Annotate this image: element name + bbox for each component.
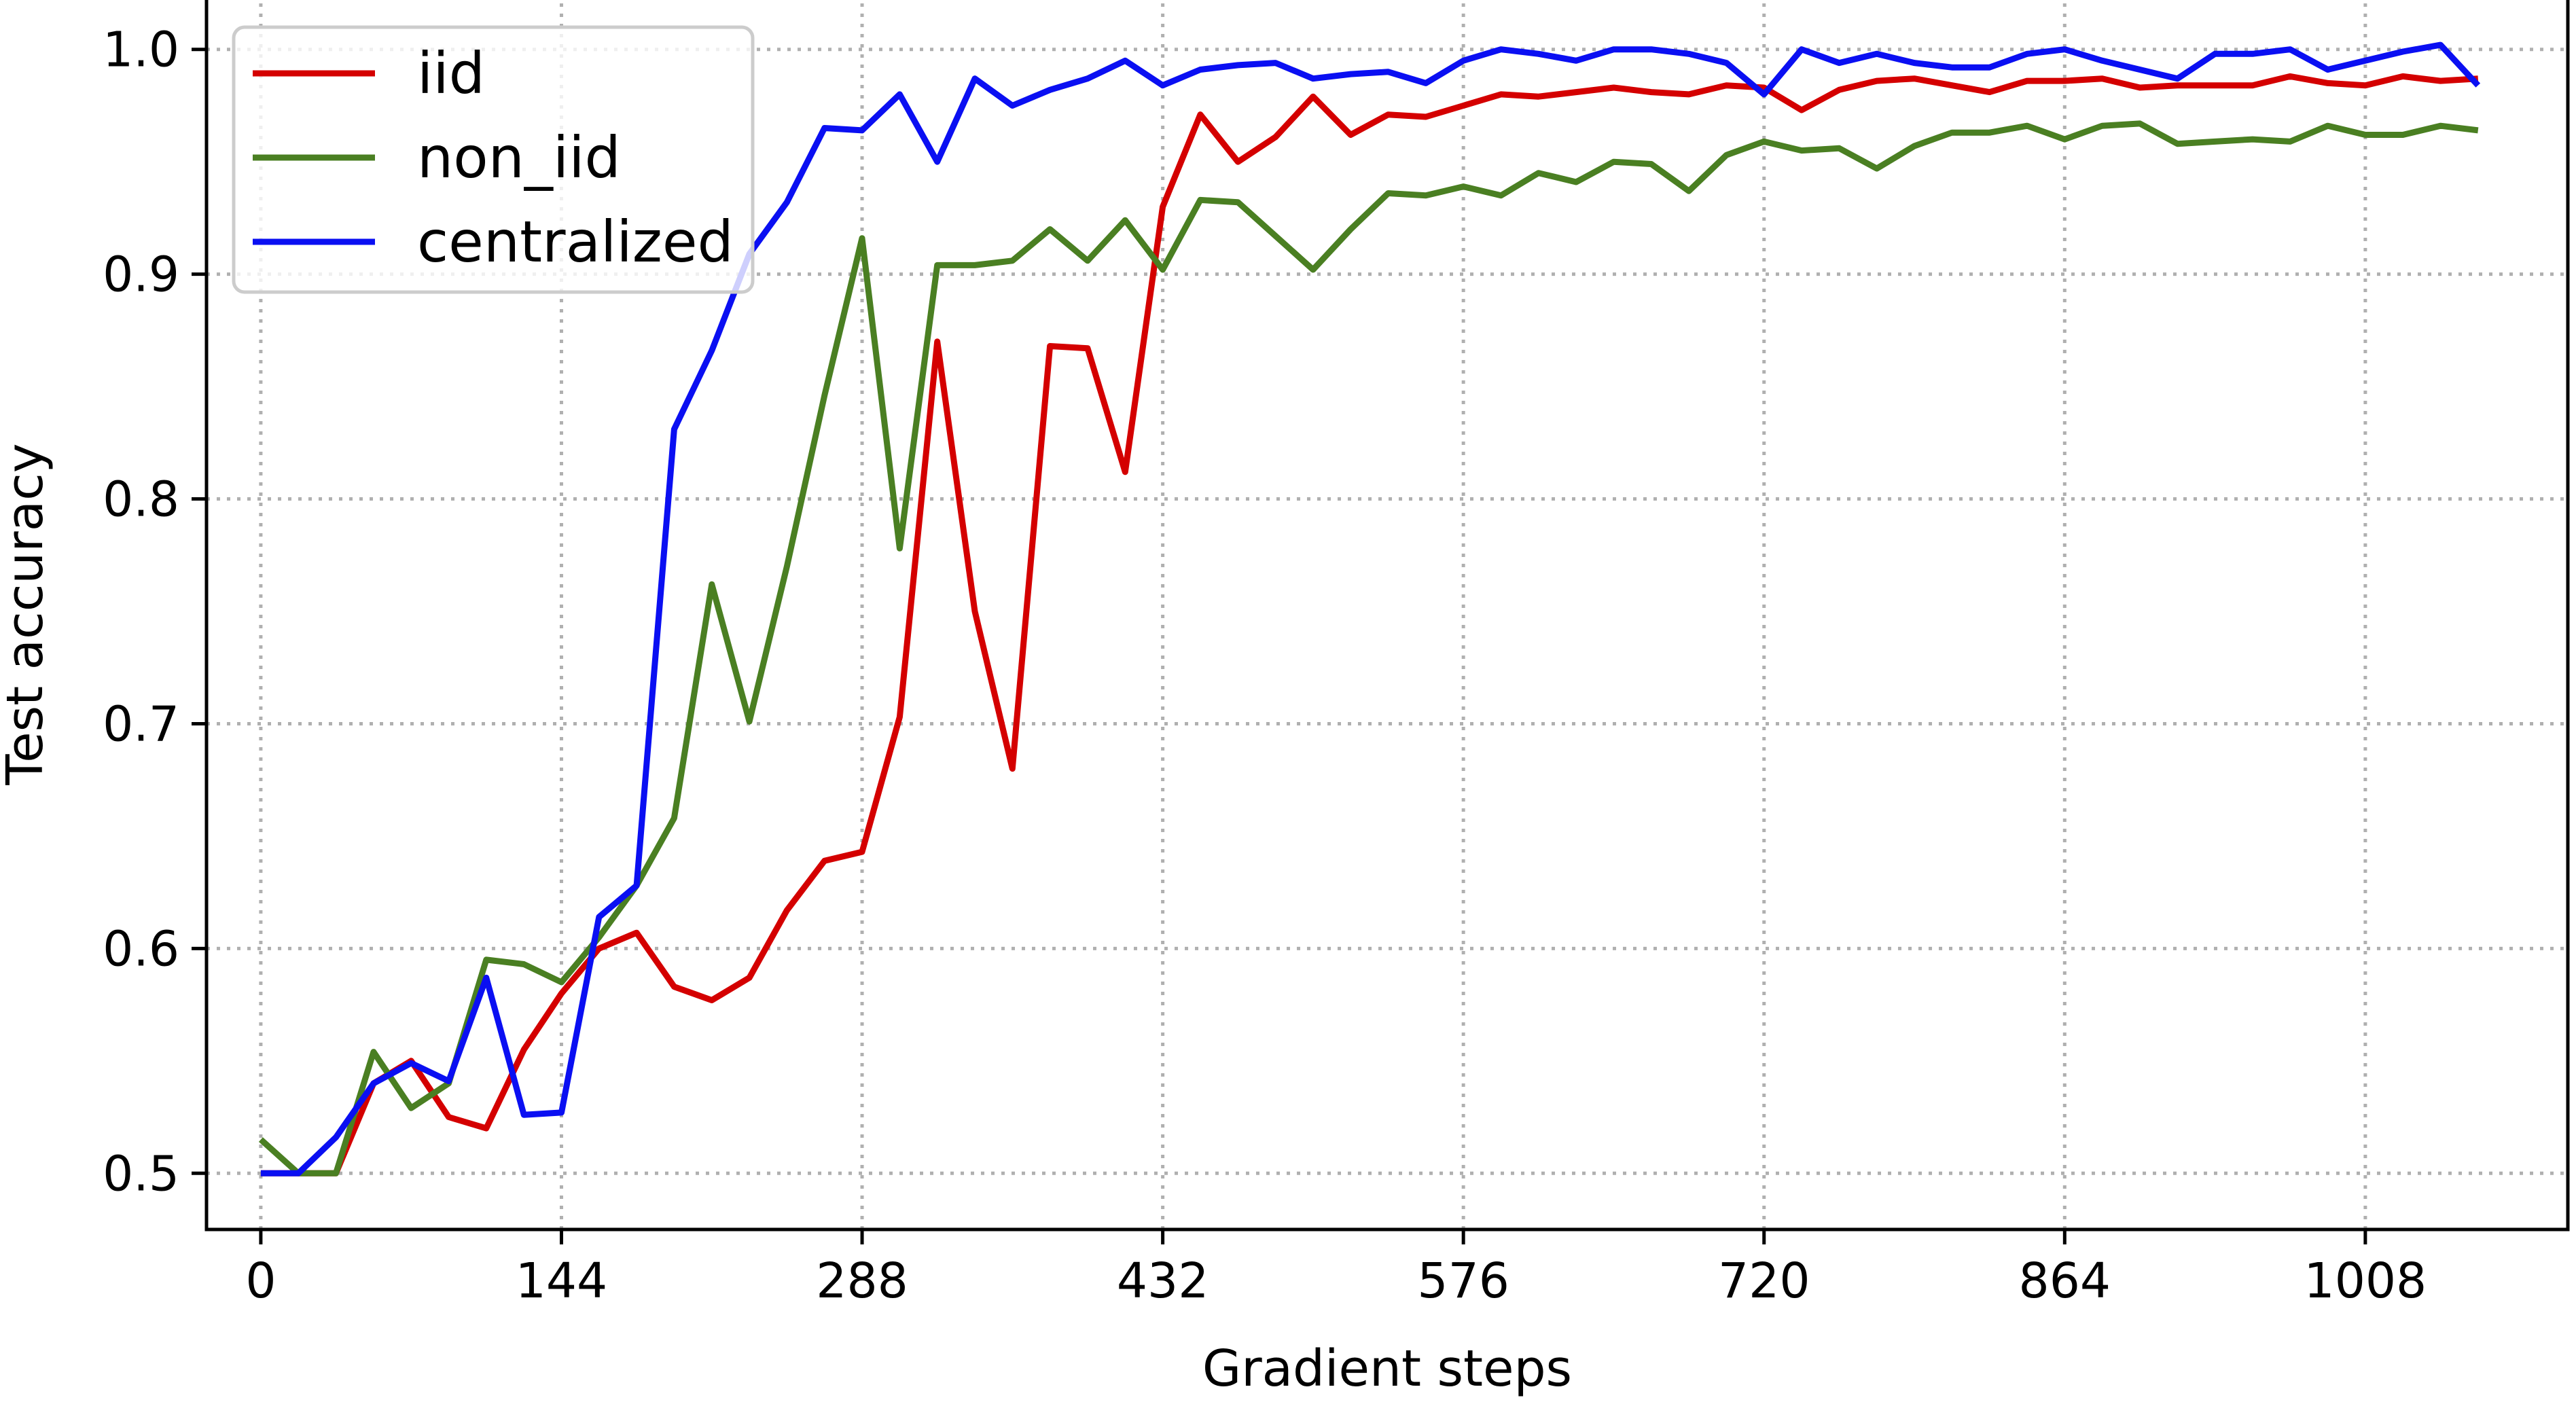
x-axis-label: Gradient steps	[1202, 1340, 1572, 1398]
x-axis: 0 144 288 432 576 720 864 1008	[245, 1229, 2427, 1309]
y-axis-label: Test accuracy	[0, 443, 54, 785]
x-tick-label: 576	[1417, 1253, 1509, 1309]
y-tick-label: 0.5	[103, 1145, 179, 1202]
x-tick-label: 288	[816, 1253, 908, 1309]
x-tick-label: 432	[1117, 1253, 1209, 1309]
y-tick-label: 0.8	[103, 471, 179, 528]
y-tick-label: 0.6	[103, 920, 179, 977]
x-tick-label: 720	[1718, 1253, 1810, 1309]
x-tick-label: 864	[2019, 1253, 2111, 1309]
legend-entry-non-iid: non_iid	[417, 124, 621, 191]
legend-entry-centralized: centralized	[417, 209, 734, 275]
y-tick-label: 0.9	[103, 247, 179, 303]
y-tick-label: 0.7	[103, 696, 179, 752]
plot-frame	[204, 0, 2570, 1232]
series-layer	[258, 41, 2481, 1176]
legend: iid non_iid centralized	[232, 25, 755, 294]
legend-entry-iid: iid	[417, 40, 485, 107]
x-tick-label: 1008	[2304, 1253, 2427, 1309]
legend-box	[232, 25, 755, 294]
series-line-centralized	[260, 41, 2481, 1176]
y-tick-label: 1.0	[103, 22, 179, 78]
x-tick-label: 0	[245, 1253, 276, 1309]
y-axis: 0.5 0.6 0.7 0.8 0.9 1.0	[103, 22, 207, 1202]
series-line-iid	[260, 73, 2479, 1176]
x-tick-label: 144	[516, 1253, 608, 1309]
